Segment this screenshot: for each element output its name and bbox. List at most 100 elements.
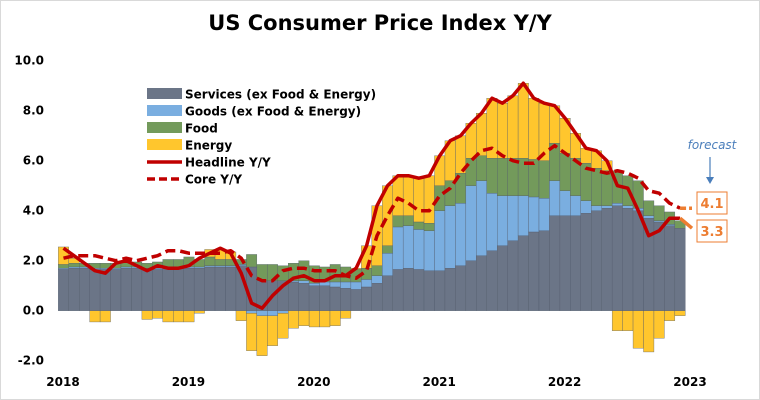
- bar-services: [361, 286, 372, 311]
- bar-energy: [319, 310, 331, 328]
- bar-services: [528, 231, 540, 311]
- legend-label: Headline Y/Y: [185, 156, 271, 170]
- bar-food: [559, 153, 571, 191]
- bar-goods: [350, 281, 362, 290]
- bar-energy: [517, 83, 529, 159]
- bar-goods: [549, 180, 561, 216]
- legend-label: Food: [185, 122, 218, 136]
- x-axis: 2018 2019 2020 2021 2022 2023: [46, 375, 706, 389]
- bar-food: [486, 158, 498, 194]
- bar-energy: [89, 310, 101, 323]
- bar-services: [486, 250, 498, 311]
- bar-services: [402, 268, 414, 311]
- headline-forecast-box: [696, 219, 728, 243]
- bar-services: [204, 266, 216, 311]
- bar-energy: [267, 315, 278, 346]
- bar-energy: [423, 175, 435, 224]
- bar-energy: [99, 310, 111, 323]
- legend-label: Services (ex Food & Energy): [185, 88, 376, 102]
- bar-services: [120, 268, 132, 311]
- bar-goods: [591, 205, 602, 211]
- bar-food: [444, 180, 456, 206]
- bar-services: [549, 215, 561, 311]
- bar-energy: [235, 310, 247, 321]
- x-tick-label: 2019: [172, 375, 205, 389]
- bar-goods: [120, 266, 132, 269]
- bar-energy: [632, 310, 644, 349]
- bar-services: [517, 235, 529, 311]
- y-tick-label: 2.0: [23, 254, 44, 268]
- bar-services: [674, 228, 686, 311]
- chart-title: US Consumer Price Index Y/Y: [208, 11, 552, 35]
- legend: Services (ex Food & Energy) Goods (ex Foo…: [147, 88, 376, 187]
- bar-food: [402, 215, 414, 226]
- bar-energy: [664, 310, 676, 321]
- bar-goods: [392, 226, 404, 270]
- bar-food: [465, 158, 477, 186]
- bar-goods: [580, 200, 592, 214]
- bar-services: [298, 283, 310, 311]
- bars: [58, 83, 686, 356]
- bar-services: [225, 266, 237, 311]
- y-tick-label: 6.0: [23, 154, 44, 168]
- core-line: [63, 143, 681, 283]
- bar-food: [58, 264, 69, 269]
- bar-goods: [497, 195, 508, 246]
- x-tick-label: 2021: [422, 375, 455, 389]
- bar-food: [246, 254, 258, 268]
- y-tick-label: 8.0: [23, 104, 44, 118]
- arrow-down-icon: [706, 157, 714, 184]
- bar-goods: [298, 280, 310, 284]
- bar-energy: [622, 310, 634, 331]
- bar-goods: [601, 205, 613, 209]
- bar-goods: [277, 310, 289, 314]
- y-axis: 10.0 8.0 6.0 4.0 2.0 0.0 -2.0: [14, 54, 44, 368]
- bar-food: [538, 160, 550, 199]
- bar-services: [632, 210, 644, 311]
- y-tick-label: 10.0: [14, 54, 44, 68]
- bar-energy: [162, 310, 174, 323]
- bar-goods: [434, 210, 446, 271]
- forecast-annotation: forecast 4.1 3.3: [688, 138, 738, 243]
- bar-energy: [392, 175, 404, 216]
- core-forecast-value: 4.1: [700, 197, 723, 212]
- bar-energy: [528, 98, 540, 160]
- bar-goods: [653, 220, 665, 223]
- headline-forecast-value: 3.3: [700, 225, 723, 240]
- y-tick-label: -2.0: [18, 354, 44, 368]
- bar-energy: [674, 310, 686, 316]
- bar-goods: [517, 195, 529, 236]
- bar-services: [444, 268, 456, 311]
- bar-services: [152, 269, 163, 311]
- bar-energy: [329, 310, 341, 326]
- bar-goods: [444, 205, 456, 269]
- bar-goods: [538, 198, 550, 231]
- bar-services: [173, 268, 184, 311]
- bar-services: [413, 269, 425, 311]
- bar-food: [653, 205, 665, 221]
- bar-food: [643, 200, 655, 216]
- bar-goods: [193, 266, 205, 269]
- bar-goods: [204, 265, 216, 268]
- bar-goods: [267, 310, 278, 316]
- bar-services: [89, 269, 101, 311]
- y-tick-label: 4.0: [23, 204, 44, 218]
- x-tick-label: 2020: [297, 375, 330, 389]
- bar-goods: [423, 230, 435, 271]
- y-tick-label: 0.0: [23, 304, 44, 318]
- forecast-label: forecast: [688, 138, 738, 152]
- bar-energy: [308, 310, 320, 328]
- bar-services: [611, 205, 623, 311]
- bar-food: [371, 265, 383, 276]
- bar-services: [497, 245, 508, 311]
- bar-services: [382, 275, 393, 311]
- bar-services: [288, 281, 299, 311]
- bar-goods: [68, 266, 80, 269]
- bar-food: [413, 221, 425, 230]
- legend-swatch: [147, 88, 182, 99]
- bar-goods: [559, 190, 571, 216]
- x-tick-label: 2018: [46, 375, 79, 389]
- bar-energy: [173, 310, 184, 323]
- bar-goods: [361, 279, 372, 288]
- bar-energy: [141, 310, 153, 320]
